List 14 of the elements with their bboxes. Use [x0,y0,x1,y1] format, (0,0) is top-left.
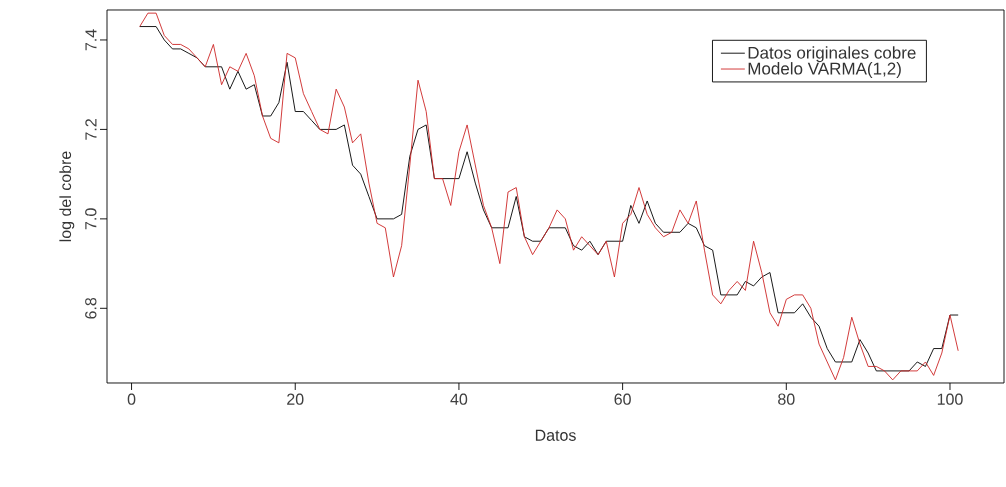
y-tick-label: 7.2 [85,119,97,140]
legend-label: Datos originales cobre [748,46,916,63]
x-tick-label: 100 [937,393,963,405]
y-tick-label: 7.0 [85,208,97,230]
x-tick-label: 0 [127,393,136,405]
y-axis-title: log del cobre [59,151,75,242]
x-axis-title: Datos [535,429,576,441]
legend-label: Modelo VARMA(1,2) [748,62,901,78]
y-tick-label: 6.8 [85,297,97,319]
x-tick-label: 60 [614,393,631,405]
y-tick-label: 7.4 [85,29,97,51]
x-tick-label: 20 [287,393,304,405]
x-tick-label: 80 [778,393,795,405]
x-tick-label: 40 [450,393,468,405]
